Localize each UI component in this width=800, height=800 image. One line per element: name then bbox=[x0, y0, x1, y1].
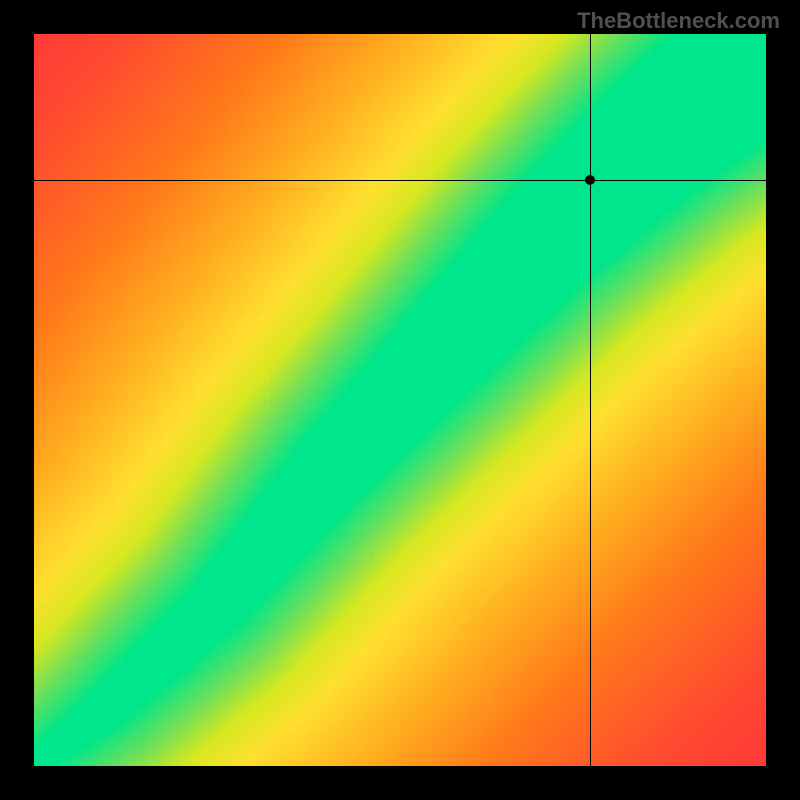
heatmap-canvas bbox=[34, 34, 766, 766]
crosshair-horizontal bbox=[34, 180, 766, 181]
crosshair-vertical bbox=[590, 34, 591, 766]
watermark-text: TheBottleneck.com bbox=[577, 8, 780, 34]
crosshair-marker-dot bbox=[585, 175, 595, 185]
heatmap-plot-area bbox=[34, 34, 766, 766]
